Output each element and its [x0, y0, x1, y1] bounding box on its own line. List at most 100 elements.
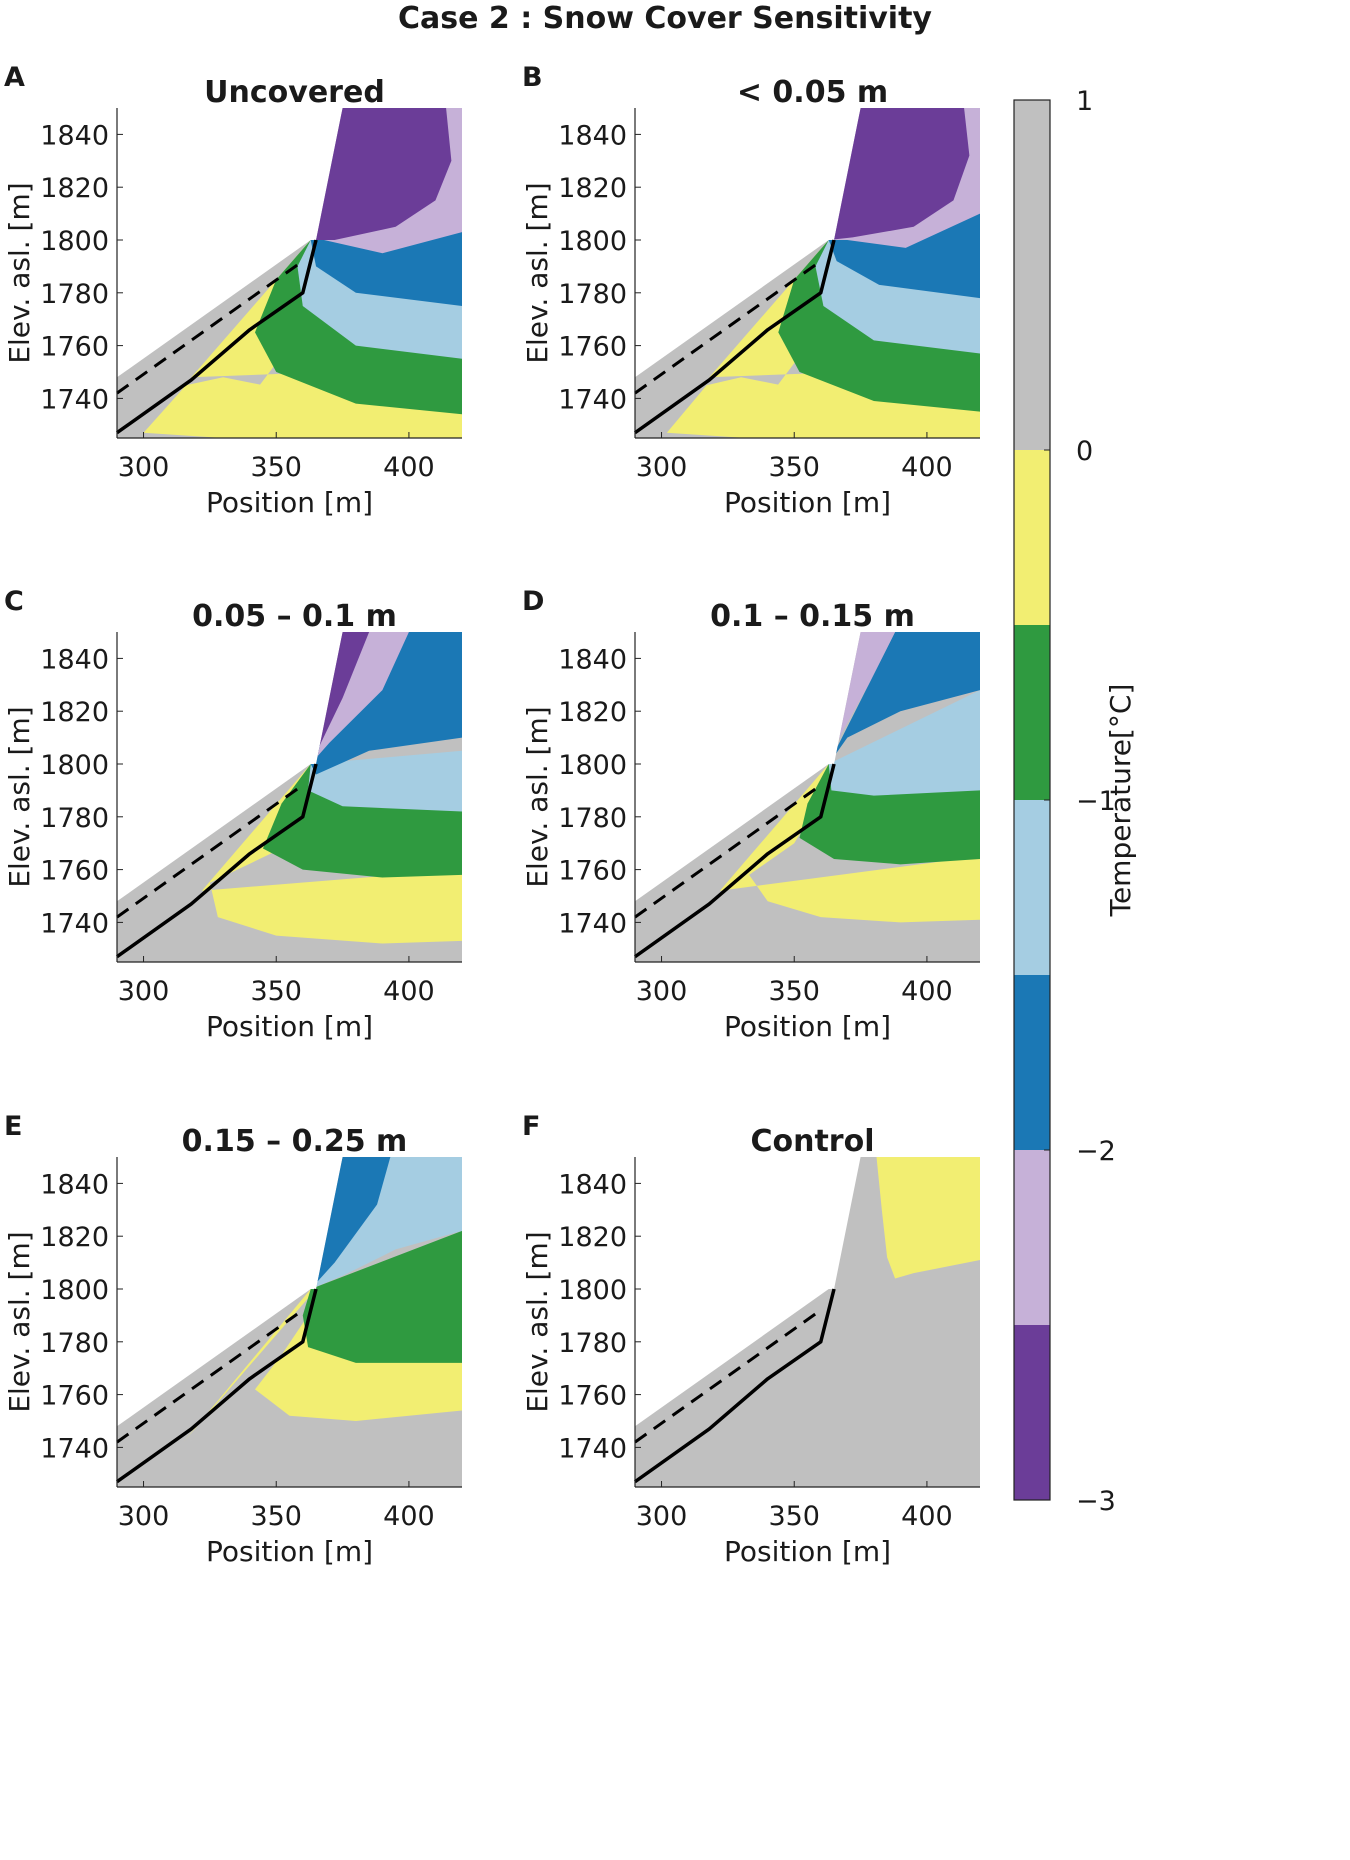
y-tick-label: 1800	[40, 1275, 109, 1306]
x-axis-label: Position [m]	[206, 486, 373, 519]
panel-title: < 0.05 m	[737, 75, 888, 110]
y-tick-label: 1800	[558, 750, 627, 781]
y-tick-label: 1820	[558, 173, 627, 204]
solid-profile-line	[633, 1288, 836, 1484]
y-tick-label: 1800	[558, 226, 627, 257]
panel-a: 1740 1760 1780 1800 1820 1840 300 350 400 Positio…	[3, 62, 462, 519]
y-tick-label: 1740	[40, 908, 109, 939]
y-tick-label: 1840	[40, 644, 109, 675]
contour-band	[310, 632, 462, 775]
contour-band	[828, 632, 896, 764]
y-tick-label: 1800	[558, 1275, 627, 1306]
colorbar-swatch	[1014, 625, 1050, 800]
x-tick-label: 300	[636, 976, 688, 1007]
x-tick-label: 350	[768, 976, 820, 1007]
y-tick-label: 1740	[40, 1433, 109, 1464]
y-tick-label: 1760	[558, 1381, 627, 1412]
x-tick-label: 400	[383, 976, 435, 1007]
dashed-profile-line	[634, 259, 822, 395]
contour-band	[310, 1157, 391, 1289]
solid-profile-line	[115, 239, 318, 435]
contour-band	[201, 764, 462, 944]
y-tick-label: 1820	[40, 697, 109, 728]
y-tick-label: 1800	[40, 226, 109, 257]
panel-letter: B	[522, 62, 543, 93]
y-tick-label: 1740	[40, 384, 109, 415]
y-axis-label: Elev. asl. [m]	[3, 706, 36, 887]
panel-title: Control	[750, 1124, 874, 1159]
colorbar-label: Temperature[°C]	[1104, 684, 1137, 918]
y-axis-label: Elev. asl. [m]	[3, 1231, 36, 1412]
x-tick-label: 400	[383, 1501, 435, 1532]
y-tick-label: 1820	[40, 173, 109, 204]
contour-band	[310, 1157, 462, 1289]
panel-title: 0.15 – 0.25 m	[182, 1124, 408, 1159]
panel-letter: F	[522, 1111, 540, 1142]
contour-band	[666, 377, 980, 438]
colorbar-swatch	[1014, 450, 1050, 625]
x-axis-label: Position [m]	[724, 1010, 891, 1043]
panel-d: 1740 1760 1780 1800 1820 1840 300 350 400 Positio…	[521, 586, 980, 1043]
y-tick-label: 1760	[558, 332, 627, 363]
solid-profile-line	[633, 239, 836, 435]
y-tick-label: 1840	[558, 1169, 627, 1200]
dashed-profile-line	[634, 1308, 822, 1444]
y-tick-label: 1760	[558, 856, 627, 887]
solid-profile-line	[115, 763, 318, 959]
panel-letter: C	[4, 586, 24, 617]
dashed-profile-line	[116, 259, 304, 395]
contour-band	[828, 690, 980, 796]
y-tick-label: 1760	[40, 332, 109, 363]
x-tick-label: 350	[768, 452, 820, 483]
x-tick-label: 300	[636, 452, 688, 483]
contour-band	[302, 1230, 462, 1363]
y-tick-label: 1800	[40, 750, 109, 781]
colorbar-swatch	[1014, 1150, 1050, 1325]
panel-letter: A	[4, 62, 25, 93]
panel-f: 1740 1760 1780 1800 1820 1840 300 350 400 Positio…	[521, 1111, 980, 1568]
contour-band	[876, 1157, 980, 1279]
panel-title: 0.1 – 0.15 m	[710, 599, 915, 634]
colorbar-swatch	[1014, 100, 1050, 450]
y-tick-label: 1780	[558, 279, 627, 310]
y-tick-label: 1820	[558, 697, 627, 728]
solid-profile-line	[633, 763, 836, 959]
panel-letter: D	[522, 586, 544, 617]
y-tick-label: 1740	[558, 1433, 627, 1464]
contour-area	[635, 108, 980, 438]
x-tick-label: 400	[383, 452, 435, 483]
y-tick-label: 1840	[558, 644, 627, 675]
contour-band	[310, 632, 370, 764]
solid-profile-line	[115, 1288, 318, 1484]
contour-area	[635, 632, 980, 962]
x-axis-label: Position [m]	[206, 1535, 373, 1568]
y-tick-label: 1780	[40, 279, 109, 310]
panel-b: 1740 1760 1780 1800 1820 1840 300 350 400 Positio…	[521, 62, 980, 519]
colorbar-tick-label: −1	[1076, 786, 1116, 817]
y-tick-label: 1740	[558, 908, 627, 939]
contour-band	[719, 764, 980, 923]
contour-area	[117, 1157, 462, 1487]
y-tick-label: 1840	[558, 120, 627, 151]
contour-band	[828, 108, 970, 240]
figure-title: Case 2 : Snow Cover Sensitivity	[398, 1, 932, 36]
y-tick-label: 1780	[558, 803, 627, 834]
panel-letter: E	[4, 1111, 22, 1142]
contour-area	[117, 632, 462, 962]
x-axis-label: Position [m]	[724, 1535, 891, 1568]
y-axis-label: Elev. asl. [m]	[521, 1231, 554, 1412]
contour-band	[308, 750, 462, 812]
x-tick-label: 300	[118, 976, 170, 1007]
panel-c: 1740 1760 1780 1800 1820 1840 300 350 400 Positio…	[3, 586, 462, 1043]
colorbar-tick-label: −3	[1076, 1486, 1116, 1517]
contour-band	[310, 108, 452, 240]
contour-area	[635, 1157, 980, 1487]
panel-title: 0.05 – 0.1 m	[192, 599, 397, 634]
y-tick-label: 1780	[40, 803, 109, 834]
colorbar-swatch	[1014, 975, 1050, 1150]
y-axis-label: Elev. asl. [m]	[3, 182, 36, 363]
x-tick-label: 300	[636, 1501, 688, 1532]
y-tick-label: 1840	[40, 120, 109, 151]
y-tick-label: 1820	[558, 1222, 627, 1253]
